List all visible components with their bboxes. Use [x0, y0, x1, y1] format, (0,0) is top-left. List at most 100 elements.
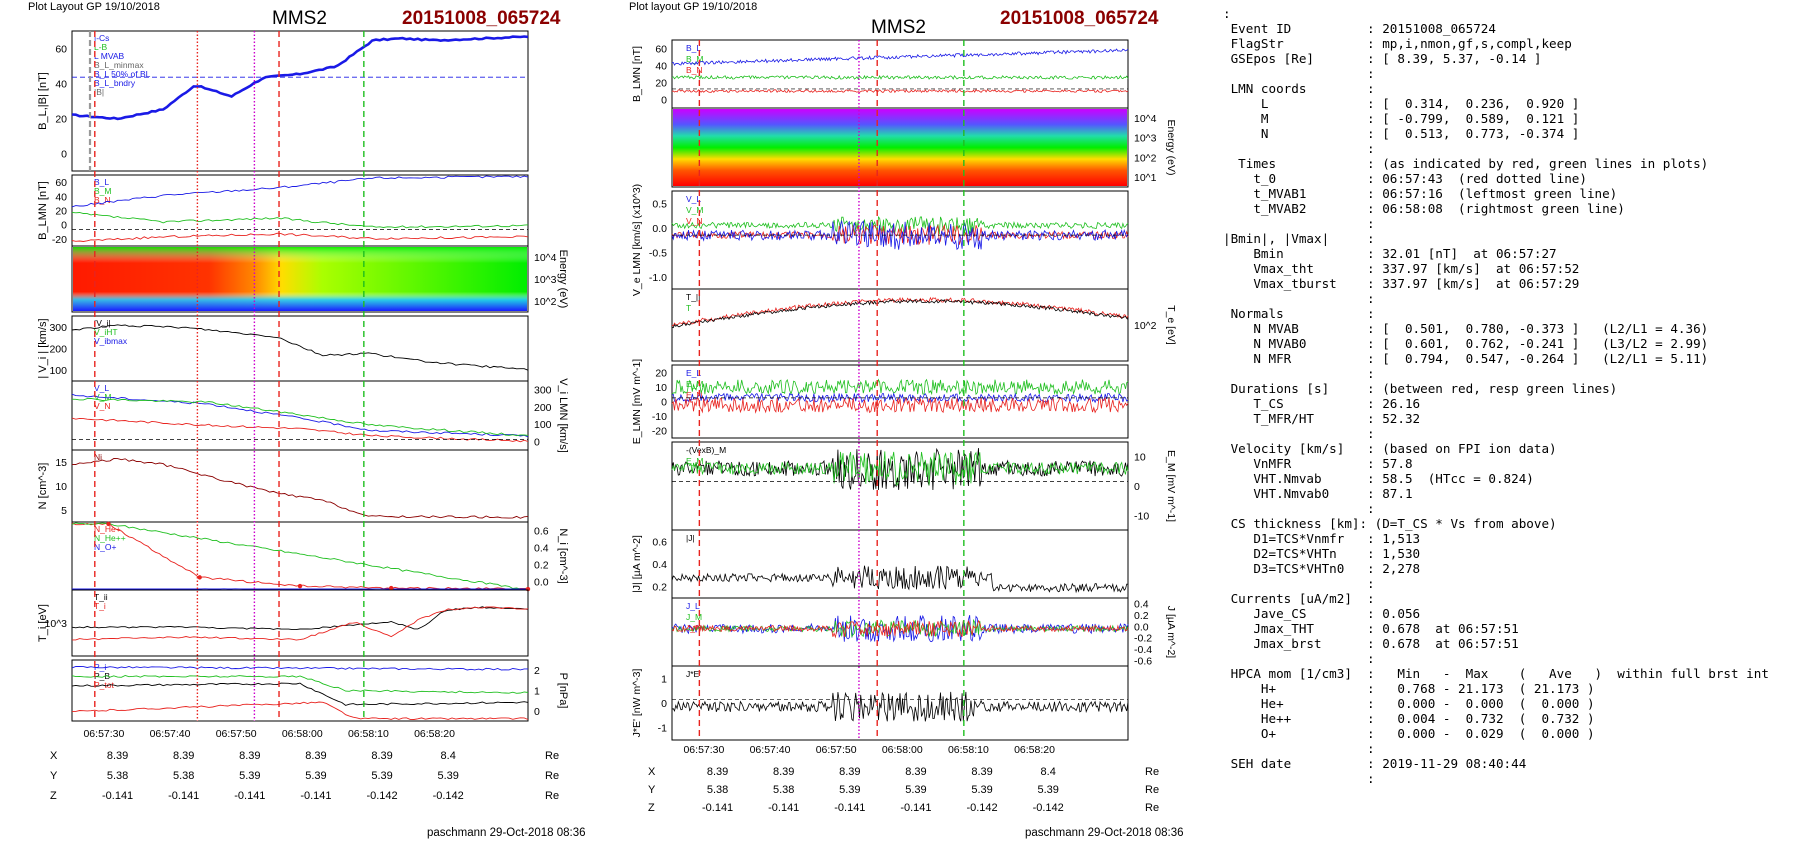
series-line-P_B [72, 701, 529, 720]
legend-entry: L-B [94, 42, 108, 52]
y-tick-label: 10 [1134, 452, 1146, 464]
legend-entry: E_N [686, 390, 703, 400]
y-axis-label: Energy (eV) [557, 250, 569, 309]
legend-entry: |V_i| [94, 318, 111, 328]
y-tick-label: -10 [652, 411, 667, 423]
series-line-green [71, 675, 529, 694]
ion-spectrogram-overlay [73, 247, 527, 311]
coord-value: 5.39 [437, 770, 458, 782]
coord-value: -0.142 [366, 790, 397, 802]
info-line: : [1223, 6, 1231, 21]
legend-entry: |-Cs [94, 33, 109, 43]
legend-entry: V_N [94, 401, 111, 411]
series-line [671, 48, 1129, 66]
legend-entry: E_M [686, 379, 703, 389]
coord-value: 8.39 [707, 766, 728, 778]
x-tick-label: 06:58:20 [1014, 744, 1055, 756]
y-tick-label: 2 [534, 665, 540, 677]
coord-unit: Re [545, 790, 559, 802]
legend-entry: P_B [94, 671, 110, 681]
y-tick-label: 0.2 [1134, 610, 1149, 622]
coord-value: -0.141 [900, 802, 931, 814]
info-line: T_CS : 26.16 [1223, 396, 1421, 411]
panel-frame [71, 245, 529, 313]
info-line: D2=TCS*VHTn : 1,530 [1223, 546, 1421, 561]
coord-value: 5.39 [305, 770, 326, 782]
y-tick-label: -0.6 [1134, 655, 1152, 667]
left-panel-BLMN: 60 40 20 0 -20B_LMN [nT] B_LB_MB_N [37, 174, 529, 247]
y-tick-label: 10^3 [1134, 133, 1157, 145]
panel-frame [671, 529, 1129, 599]
info-line: GSEpos [Re] : [ 8.39, 5.37, -0.14 ] [1223, 51, 1542, 66]
y-axis-label: T_i [eV] [37, 604, 49, 642]
series-line [671, 88, 1129, 94]
coord-value: 5.39 [971, 784, 992, 796]
coord-value: -0.142 [966, 802, 997, 814]
y-tick-label: 0.4 [652, 559, 667, 571]
middle-panel-VeLMN: 0.50.0-0.5-1.0V_e LMN [km/s] (x10^3) V_LV… [631, 184, 1129, 296]
info-line: L : [ 0.314, 0.236, 0.920 ] [1223, 96, 1580, 111]
y-tick-label: 10 [55, 481, 67, 493]
y-tick-label: 0.0 [1134, 621, 1149, 633]
series-line [671, 691, 1129, 722]
coord-row-label: Z [50, 790, 57, 802]
info-line: SEH date : 2019-11-29 08:40:44 [1223, 756, 1527, 771]
y-axis-label: V_i LMN [km/s] [557, 378, 569, 453]
info-line: Jmax_THT : 0.678 at 06:57:51 [1223, 621, 1519, 636]
y-tick-label: 300 [534, 385, 552, 397]
series-line [671, 296, 1129, 327]
coord-value: 8.39 [839, 766, 860, 778]
y-tick-label: -20 [52, 234, 67, 246]
series-line [671, 619, 1129, 639]
info-line: H+ : 0.768 - 21.173 ( 21.173 ) [1223, 681, 1595, 696]
x-tick-label: 06:58:00 [282, 728, 323, 740]
y-tick-label: 1 [661, 673, 667, 685]
legend-entry: V_L [686, 194, 701, 204]
series-line [671, 451, 1129, 486]
info-line: t_MVAB2 : 06:58:08 (rightmost green line… [1223, 201, 1625, 216]
coord-value: 8.39 [239, 750, 260, 762]
middle-panel-electron-spectrogram: 10^4 10^3 10^2 10^1 Energy (eV) [671, 107, 1177, 188]
info-line: M : [ -0.799, 0.589, 0.121 ] [1223, 111, 1580, 126]
coord-value: 5.38 [107, 770, 128, 782]
x-tick-label: 06:57:30 [83, 728, 124, 740]
coord-value: 8.39 [773, 766, 794, 778]
info-line: He+ : 0.000 - 0.000 ( 0.000 ) [1223, 696, 1595, 711]
info-line: He++ : 0.004 - 0.732 ( 0.732 ) [1223, 711, 1595, 726]
info-line: Currents [uA/m2] : [1223, 591, 1375, 606]
info-line: : [1223, 366, 1375, 381]
middle-panel-JdotE: 1 0 -1 J*E' [nW m^-3] J*E' [631, 665, 1129, 741]
info-line: Jmax_brst : 0.678 at 06:57:51 [1223, 636, 1519, 651]
middle-panel-ELMN: 20 10 0 -10 -20 E_LMN [mV m^-1] E_LE_ME_N [631, 359, 1129, 444]
data-point [389, 585, 394, 591]
y-tick-label: 60 [55, 177, 67, 189]
y-axis-label: B_LMN [nT] [37, 181, 49, 240]
series-line-P_tot [71, 665, 528, 671]
coord-value: -0.141 [234, 790, 265, 802]
y-tick-label: 1 [534, 686, 540, 698]
y-axis-label: P [nPa] [557, 673, 569, 709]
data-point [197, 575, 202, 580]
x-tick-label: 06:57:30 [683, 744, 724, 756]
coord-row-label: X [648, 766, 656, 778]
series-line [671, 74, 1129, 80]
coord-value: 5.38 [173, 770, 194, 782]
info-line: : [1223, 741, 1375, 756]
y-tick-label: 0.5 [652, 198, 667, 210]
y-axis-label: B_L,|B| [nT] [37, 72, 49, 130]
x-tick-label: 06:57:40 [150, 728, 191, 740]
coord-row-label: X [50, 750, 58, 762]
series-line [671, 216, 1129, 235]
left-panel-Ni-minor: 0.6 0.4 0.2 0.0 N_i [cm^-3] N_He+N_He++N_O+ [71, 521, 569, 592]
panel-frame [671, 364, 1129, 439]
coord-value: -0.142 [1033, 802, 1064, 814]
coord-value: 8.39 [173, 750, 194, 762]
y-tick-label: 20 [55, 114, 67, 126]
info-line: : [1223, 651, 1375, 666]
y-axis-label: J [µA m^-2] [1165, 606, 1177, 658]
event-id-label-middle: 20151008_065724 [1000, 8, 1159, 29]
coord-value: -0.141 [768, 802, 799, 814]
spacecraft-label-left: MMS2 [272, 8, 327, 29]
